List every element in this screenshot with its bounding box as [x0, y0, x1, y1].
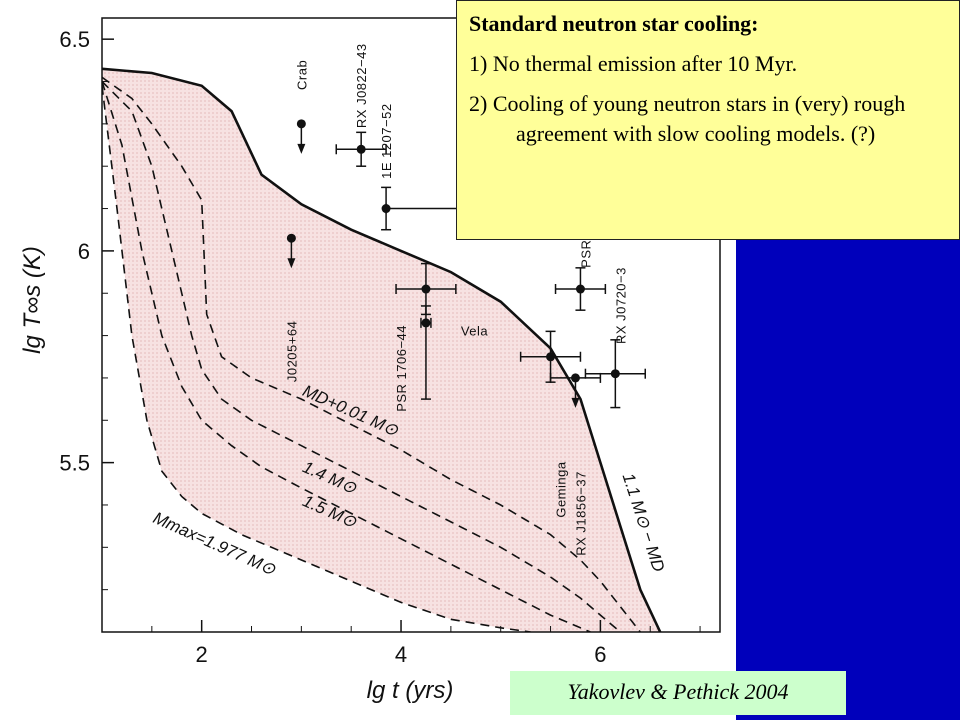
source-label-rx-j0720-3: RX J0720−3 [613, 267, 628, 344]
source-label-psr: PSR [578, 240, 593, 268]
observation-point [286, 233, 296, 243]
y-axis-label: lg T∞s (K) [19, 246, 46, 354]
curve-1-5-m [102, 81, 591, 632]
upper-limit-arrowhead [571, 397, 580, 408]
observation-crab [296, 119, 306, 154]
observation-j0205-64 [286, 233, 296, 269]
curve-md-0-01-m [102, 76, 641, 632]
curve-mmax-1-977-m [102, 85, 531, 632]
source-label-rx-j0822-43: RX J0822−43 [354, 43, 369, 128]
source-label-1e-1207-52: 1E 1207−52 [379, 103, 394, 178]
observation-point [356, 144, 366, 154]
source-label-vela: Vela [461, 324, 489, 339]
source-label-rx-j1856-37: RX J1856−37 [573, 471, 588, 556]
note-title: Standard neutron star cooling: [469, 11, 759, 36]
cooling-band [102, 68, 661, 632]
source-label-j0205-64: J0205+64 [284, 321, 299, 382]
x-axis-label: lg t (yrs) [367, 677, 454, 704]
plot-frame [101, 17, 721, 633]
observation-point [381, 204, 391, 214]
upper-limit-arrowhead [287, 258, 296, 269]
curve-1-4-m [102, 80, 621, 632]
observation-vela [420, 305, 432, 400]
y-tick-label: 5.5 [59, 451, 90, 476]
source-label-geminga: Geminga [554, 461, 569, 518]
observation-rx-j0720-3 [584, 339, 646, 409]
y-tick-label: 6.5 [59, 27, 90, 52]
observation-1e-1207-52 [381, 186, 462, 231]
observation-rx-j0822-43 [335, 131, 387, 167]
x-tick-label: 6 [594, 642, 606, 667]
observation-point [575, 284, 585, 294]
credit-box: Yakovlev & Pethick 2004 [510, 671, 846, 715]
observation-psr [554, 267, 607, 311]
observation-point [570, 373, 580, 383]
observation-geminga [519, 330, 582, 383]
x-tick-label: 4 [395, 642, 407, 667]
note-item-2: 2) Cooling of young neutron stars in (ve… [469, 91, 906, 146]
curve-1-1-m-md [102, 67, 662, 632]
y-tick-label: 6 [78, 239, 90, 264]
observation-rx-j1856-37 [549, 372, 602, 408]
note-item-1: 1) No thermal emission after 10 Myr. [469, 51, 798, 76]
observation-point [421, 318, 431, 328]
source-label-crab: Crab [294, 60, 309, 90]
source-label-psr-1706-44: PSR 1706−44 [394, 325, 409, 412]
cooling-chart: 2 4 6 5.5 6 6.5 lg t (yrs) lg T∞s (K) Crab RX J0… [19, 17, 721, 704]
observation-point [610, 369, 620, 379]
x-tick-label: 2 [196, 642, 208, 667]
upper-limit-arrowhead [297, 143, 306, 154]
observation-point [546, 352, 556, 362]
observation-point [296, 119, 306, 129]
observation-point [421, 284, 431, 294]
note-box: Standard neutron star cooling: 1) No the… [456, 0, 960, 240]
